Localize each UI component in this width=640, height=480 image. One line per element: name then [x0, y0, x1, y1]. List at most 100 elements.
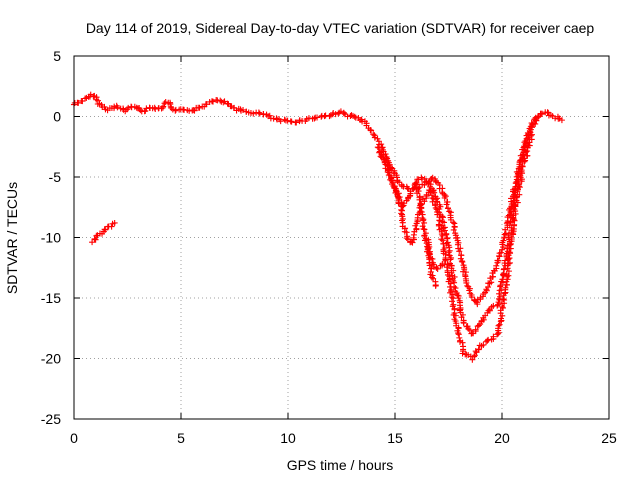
- data-point: [92, 236, 99, 243]
- data-point: [172, 107, 179, 114]
- data-point: [284, 117, 291, 124]
- data-point: [497, 315, 504, 322]
- data-point: [441, 261, 448, 268]
- data-point: [322, 112, 329, 119]
- data-point: [451, 224, 458, 231]
- data-point: [515, 181, 522, 188]
- data-point: [398, 210, 405, 217]
- plot-frame: [73, 55, 610, 420]
- data-point: [137, 107, 144, 114]
- data-point: [464, 282, 471, 289]
- data-point: [454, 292, 461, 299]
- data-point: [385, 167, 392, 174]
- y-tick-label: 5: [53, 48, 61, 64]
- data-point: [499, 312, 506, 319]
- data-point: [535, 114, 542, 121]
- data-point: [428, 274, 435, 281]
- data-point: [500, 244, 507, 251]
- data-point: [516, 184, 523, 191]
- x-tick-label: 15: [387, 430, 403, 446]
- data-point: [111, 219, 118, 226]
- data-point: [480, 341, 487, 348]
- data-point: [450, 226, 457, 233]
- data-point: [513, 194, 520, 201]
- data-point: [527, 132, 534, 139]
- data-point: [456, 338, 463, 345]
- data-point: [490, 333, 497, 340]
- data-point: [370, 131, 377, 138]
- data-point: [503, 281, 510, 288]
- data-point: [457, 245, 464, 252]
- data-point: [455, 331, 462, 338]
- data-point: [537, 111, 544, 118]
- data-point: [381, 159, 388, 166]
- data-point: [505, 268, 512, 275]
- data-point: [378, 141, 385, 148]
- data-point: [311, 115, 318, 122]
- data-point: [421, 226, 428, 233]
- data-point: [511, 206, 518, 213]
- data-point: [209, 98, 216, 105]
- data-point: [512, 202, 519, 209]
- data-point: [351, 113, 358, 120]
- data-point: [288, 118, 295, 125]
- gridlines: [74, 56, 609, 419]
- data-point: [413, 225, 420, 232]
- data-point: [463, 279, 470, 286]
- data-point: [475, 322, 482, 329]
- data-point: [416, 184, 423, 191]
- data-point: [82, 95, 89, 102]
- data-point: [455, 295, 462, 302]
- data-point: [446, 283, 453, 290]
- data-point: [432, 202, 439, 209]
- data-point: [152, 106, 159, 113]
- data-point: [340, 110, 347, 117]
- data-point: [455, 330, 462, 337]
- data-point: [196, 104, 203, 111]
- x-axis-label: GPS time / hours: [287, 457, 394, 473]
- data-point: [430, 195, 437, 202]
- data-point: [403, 229, 410, 236]
- data-point: [496, 321, 503, 328]
- data-point: [504, 242, 511, 249]
- data-point: [507, 218, 514, 225]
- data-point: [436, 217, 443, 224]
- data-point: [461, 266, 468, 273]
- data-point: [497, 293, 504, 300]
- data-point: [496, 290, 503, 297]
- data-point: [494, 302, 501, 309]
- axis-ticks: 0 5 10 15 20 25 -25 -20 -15 -10 -5 0 5: [41, 48, 617, 446]
- data-point: [425, 245, 432, 252]
- x-tick-label: 0: [70, 430, 78, 446]
- data-point: [384, 163, 391, 170]
- data-point: [533, 117, 540, 124]
- data-point: [558, 117, 565, 124]
- data-point: [488, 279, 495, 286]
- data-point: [221, 98, 228, 105]
- data-point: [108, 223, 115, 230]
- data-point: [544, 109, 551, 116]
- data-point: [432, 282, 439, 289]
- data-point: [432, 204, 439, 211]
- data-point: [318, 113, 325, 120]
- y-tick-label: -25: [41, 411, 61, 427]
- x-tick-label: 10: [280, 430, 296, 446]
- data-point: [522, 149, 529, 156]
- data-point: [381, 157, 388, 164]
- data-point: [390, 179, 397, 186]
- data-point: [441, 194, 448, 201]
- data-point: [443, 264, 450, 271]
- data-point: [472, 326, 479, 333]
- data-point: [314, 114, 321, 121]
- data-point: [293, 119, 300, 126]
- data-point: [203, 101, 210, 108]
- data-point: [444, 239, 451, 246]
- data-point: [525, 142, 532, 149]
- data-point: [456, 248, 463, 255]
- data-point: [485, 280, 492, 287]
- data-point: [89, 239, 96, 246]
- data-point: [469, 356, 476, 363]
- data-point: [503, 271, 510, 278]
- data-point: [459, 258, 466, 265]
